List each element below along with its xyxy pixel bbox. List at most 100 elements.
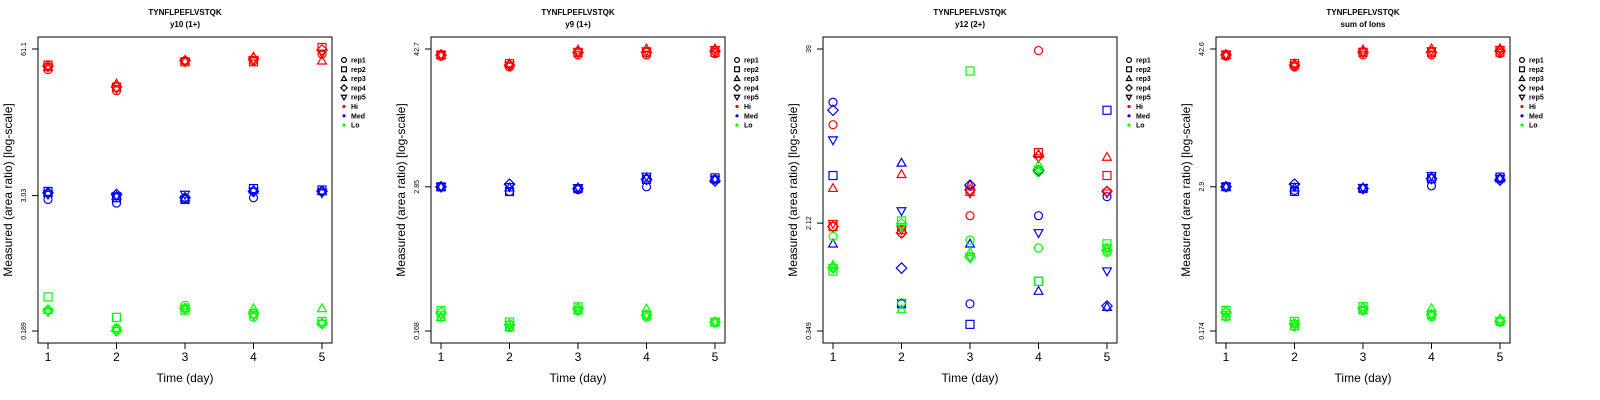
legend-label-hi: Hi <box>351 104 358 111</box>
data-point-hi-rep1 <box>828 120 838 130</box>
legend-marker-rep1 <box>1518 56 1525 63</box>
data-point-lo-rep5 <box>896 222 907 233</box>
data-point-med-rep5 <box>1033 229 1044 239</box>
legend-marker-hi <box>735 104 739 109</box>
legend-label-rep1: rep1 <box>744 58 759 65</box>
data-point-hi-rep4 <box>963 183 977 196</box>
data-point-hi-rep3 <box>316 54 328 65</box>
data-point-med-rep5 <box>179 190 191 201</box>
legend-label-rep3: rep3 <box>1529 76 1544 83</box>
data-point-med-rep5 <box>435 183 447 193</box>
legend-label-rep1: rep1 <box>1136 58 1151 65</box>
data-point-hi-rep5 <box>435 51 447 61</box>
data-point-hi-rep2 <box>1102 170 1112 181</box>
data-point-lo-rep3 <box>316 302 328 313</box>
data-point-hi-rep5 <box>896 225 907 236</box>
data-point-lo-rep5 <box>1426 310 1437 321</box>
legend-marker-rep3 <box>733 74 741 82</box>
data-point-lo-rep5 <box>827 264 839 274</box>
legend-label-rep5: rep5 <box>1136 95 1151 102</box>
data-point-hi-rep5 <box>1101 189 1113 199</box>
data-point-med-rep5 <box>572 183 584 194</box>
data-point-med-rep4 <box>826 104 840 117</box>
data-point-lo-rep5 <box>1033 165 1044 176</box>
legend-label-med: Med <box>351 113 365 120</box>
data-point-lo-rep5 <box>504 320 515 331</box>
data-point-hi-rep5 <box>1220 51 1232 61</box>
legend-label-rep4: rep4 <box>744 85 759 92</box>
legend-marker-lo <box>342 123 346 127</box>
data-point-lo-rep4 <box>1219 306 1233 319</box>
data-point-lo-rep5 <box>42 308 54 318</box>
data-point-lo-rep3 <box>964 246 976 257</box>
data-point-hi-rep2 <box>248 57 259 67</box>
data-point-med-rep3 <box>179 191 191 202</box>
data-point-med-rep5 <box>1494 174 1506 185</box>
data-point-hi-rep3 <box>179 54 191 65</box>
x-tick-label: 1 <box>830 350 837 364</box>
x-tick-label: 3 <box>1360 350 1367 364</box>
data-point-med-rep4 <box>708 174 722 187</box>
data-point-hi-rep5 <box>316 49 328 60</box>
legend-label-rep2: rep2 <box>1529 67 1544 74</box>
data-point-med-rep1 <box>1033 211 1044 221</box>
y-axis-label: Measured (area ratio) [log-scale] <box>1179 103 1193 276</box>
data-point-lo-rep5 <box>572 306 584 317</box>
legend-marker-med <box>1520 114 1524 118</box>
data-point-med-rep1 <box>828 97 838 107</box>
data-point-hi-rep5 <box>1494 45 1506 56</box>
data-point-lo-rep5 <box>179 304 191 315</box>
data-point-hi-rep5 <box>179 58 191 68</box>
data-point-lo-rep2 <box>111 312 122 322</box>
data-point-med-rep5 <box>248 187 259 198</box>
x-tick-label: 2 <box>506 350 513 364</box>
legend-label-med: Med <box>1529 113 1543 120</box>
data-point-hi-rep3 <box>1220 49 1232 59</box>
data-point-lo-rep5 <box>111 326 122 337</box>
x-tick-label: 4 <box>643 350 650 364</box>
data-point-hi-rep3 <box>896 168 907 179</box>
data-point-med-rep2 <box>965 319 975 329</box>
y-tick-label: 0.168 <box>414 322 421 340</box>
legend-marker-rep4 <box>733 83 741 92</box>
data-point-hi-rep5 <box>504 61 515 72</box>
data-point-med-rep3 <box>316 185 328 196</box>
data-point-med-rep3 <box>1220 180 1232 191</box>
legend-label-rep5: rep5 <box>744 95 759 102</box>
y-tick-label: 39 <box>806 45 813 53</box>
data-point-med-rep4 <box>178 191 192 204</box>
y-tick-label: 42.6 <box>1199 42 1206 56</box>
data-point-lo-rep4 <box>1032 165 1045 178</box>
legend-label-rep1: rep1 <box>1529 58 1544 65</box>
x-tick-label: 1 <box>438 350 445 364</box>
x-tick-label: 5 <box>319 350 326 364</box>
data-point-hi-rep1 <box>1033 45 1044 56</box>
data-point-hi-rep5 <box>709 46 721 56</box>
legend-label-lo: Lo <box>744 123 753 130</box>
legend-marker-rep5 <box>1518 94 1526 102</box>
data-point-med-rep1 <box>965 299 975 309</box>
data-point-lo-rep2 <box>828 266 838 276</box>
legend-label-lo: Lo <box>1529 123 1538 130</box>
data-point-hi-rep5 <box>1357 48 1369 59</box>
chart-title: TYNFLPEFLVSTQK <box>148 8 221 17</box>
data-point-med-rep5 <box>1220 182 1232 193</box>
data-point-med-rep5 <box>641 172 652 183</box>
legend-marker-lo <box>1127 123 1131 127</box>
x-tick-label: 2 <box>898 350 905 364</box>
data-point-lo-rep2 <box>436 306 446 316</box>
x-axis-label: Time (day) <box>1335 371 1392 385</box>
y-tick-label: 2.85 <box>414 180 421 194</box>
data-point-med-rep3 <box>572 181 584 192</box>
plot-frame <box>37 36 333 344</box>
chart-panel-1: TYNFLPEFLVSTQK y10 (1+) 1 2 3 4 5 Time (day) 0.1… <box>1 8 366 385</box>
data-point-hi-rep5 <box>1033 154 1044 164</box>
plot-frame <box>1215 36 1511 344</box>
data-point-lo-rep5 <box>1289 320 1300 330</box>
data-point-med-rep5 <box>42 190 54 201</box>
data-point-med-rep2 <box>1102 105 1112 115</box>
data-point-med-rep4 <box>503 178 516 191</box>
y-tick-label: 0.174 <box>1199 322 1206 340</box>
chart-title: TYNFLPEFLVSTQK <box>541 8 614 17</box>
legend-label-rep3: rep3 <box>1136 76 1151 83</box>
